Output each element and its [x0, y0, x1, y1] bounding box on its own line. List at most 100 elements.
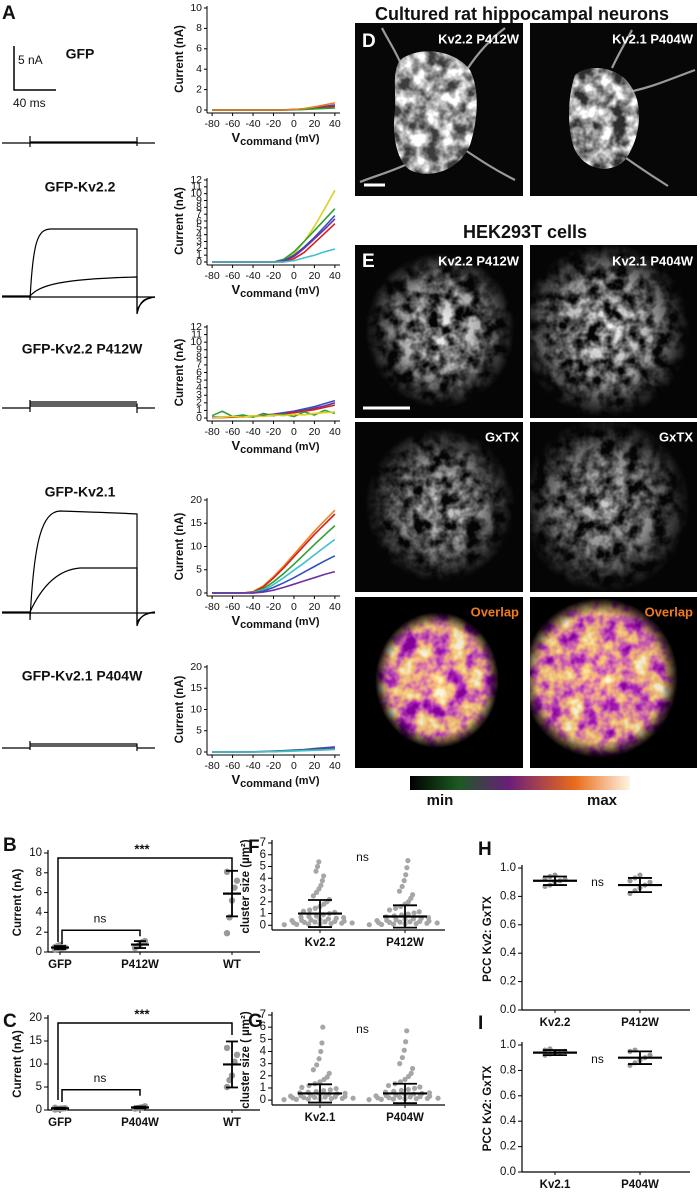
- data-point: [325, 916, 332, 922]
- data-point: [416, 909, 422, 915]
- x-label-part: V: [231, 613, 240, 628]
- y-tick-label: 20: [190, 494, 202, 506]
- data-point: [233, 877, 241, 884]
- data-point: [319, 1040, 325, 1046]
- trace: [29, 567, 156, 624]
- x-tick-label: 40: [329, 426, 341, 438]
- neurite: [611, 29, 633, 69]
- section-title: HEK293T cells: [463, 222, 587, 242]
- y-tick-label: 0.6: [500, 1090, 516, 1102]
- data-point: [298, 914, 304, 920]
- y-tick-label: 10: [190, 187, 202, 199]
- significance-bracket: [57, 857, 233, 942]
- texture: [530, 597, 697, 768]
- data-point: [312, 919, 318, 925]
- iv-curve: [212, 555, 336, 594]
- data-point: [408, 1070, 414, 1076]
- data-point: [312, 905, 318, 911]
- data-point: [316, 1056, 322, 1062]
- panel-label: D: [362, 31, 376, 52]
- y-tick-label: 10: [190, 703, 202, 715]
- iv-curve: [212, 525, 336, 594]
- y-tick-label: 3: [260, 884, 266, 896]
- y-tick-label: 0: [196, 256, 202, 268]
- y-axis-label: Current (nA): [174, 338, 186, 406]
- x-tick-label: -60: [225, 118, 240, 130]
- data-point: [305, 1096, 311, 1102]
- y-tick-label: 3: [196, 235, 202, 247]
- significance: ns: [94, 1071, 107, 1085]
- y-tick-label: 5: [196, 725, 202, 737]
- x-tick-label: -20: [266, 760, 281, 772]
- data-point: [223, 868, 231, 876]
- y-tick-label: 1: [196, 249, 202, 261]
- y-tick-label: 0.2: [500, 976, 516, 988]
- data-point: [319, 878, 326, 884]
- y-tick-label: 4: [36, 906, 43, 918]
- data-point: [342, 1090, 348, 1096]
- y-tick-label: 7: [260, 1009, 266, 1021]
- data-point: [390, 921, 397, 927]
- y-tick-label: 10: [190, 2, 202, 14]
- y-tick-label: 5: [36, 1081, 42, 1093]
- y-axis-label: PCC Kv2: GxTX: [482, 896, 494, 982]
- y-tick-label: 5: [260, 861, 266, 873]
- data-point: [399, 1054, 405, 1061]
- x-tick-label: -40: [245, 118, 260, 130]
- y-tick-label: 15: [29, 1035, 42, 1047]
- x-tick-label: P404W: [621, 1179, 659, 1191]
- y-tick-label: 2: [260, 896, 266, 908]
- data-point: [627, 878, 633, 884]
- data-point: [314, 1062, 320, 1068]
- data-point: [317, 1079, 323, 1085]
- data-point: [310, 893, 316, 899]
- data-point: [411, 910, 417, 916]
- iv-curve: [212, 189, 336, 263]
- data-point: [312, 1094, 318, 1101]
- data-point: [350, 1095, 356, 1101]
- y-axis-label: Current (nA): [174, 512, 186, 580]
- y-tick-label: 5: [196, 222, 202, 234]
- y-tick-label: 1: [260, 1082, 266, 1094]
- x-tick-label: 20: [309, 270, 321, 282]
- x-label-part: command: [240, 288, 292, 300]
- x-tick-label: -40: [245, 601, 260, 613]
- image-label: Kv2.2 P412W: [438, 253, 520, 268]
- data-point: [647, 1052, 653, 1058]
- data-point: [404, 865, 410, 871]
- y-tick-label: 4: [260, 1046, 267, 1058]
- x-label-part: V: [231, 772, 240, 787]
- x-tick-label: -40: [245, 426, 260, 438]
- x-tick-label: -20: [266, 601, 281, 613]
- x-tick-label: -80: [205, 118, 220, 130]
- y-tick-label: 9: [196, 194, 202, 206]
- y-tick-label: 2: [196, 83, 202, 95]
- x-label-part: (mV): [295, 616, 320, 628]
- significance: ns: [356, 850, 369, 864]
- x-tick-label: -40: [245, 760, 260, 772]
- y-tick-label: 0.4: [500, 947, 517, 959]
- section-title: Cultured rat hippocampal neurons: [375, 4, 669, 24]
- y-tick-label: 6: [260, 849, 266, 861]
- y-tick-label: 0: [196, 746, 202, 758]
- cell-texture: [355, 245, 523, 418]
- y-tick-label: 20: [190, 661, 202, 673]
- y-tick-label: 8: [196, 351, 202, 363]
- data-point: [223, 1044, 231, 1052]
- data-point: [410, 892, 416, 898]
- data-point: [349, 920, 355, 926]
- x-tick-label: 0: [291, 426, 297, 438]
- trace-label: GFP: [66, 46, 95, 62]
- y-tick-label: 6: [196, 43, 202, 55]
- cell-texture: [530, 422, 697, 592]
- y-tick-label: 5: [260, 1033, 266, 1045]
- y-axis-label: Current (nA): [174, 187, 186, 255]
- data-point: [318, 882, 324, 888]
- data-point: [281, 1097, 287, 1103]
- y-axis-label: PCC Kv2: GxTX: [482, 1065, 494, 1151]
- y-tick-label: 6: [36, 887, 42, 899]
- neurite: [627, 68, 696, 94]
- y-tick-label: 15: [190, 517, 202, 529]
- significance: ns: [591, 1052, 604, 1066]
